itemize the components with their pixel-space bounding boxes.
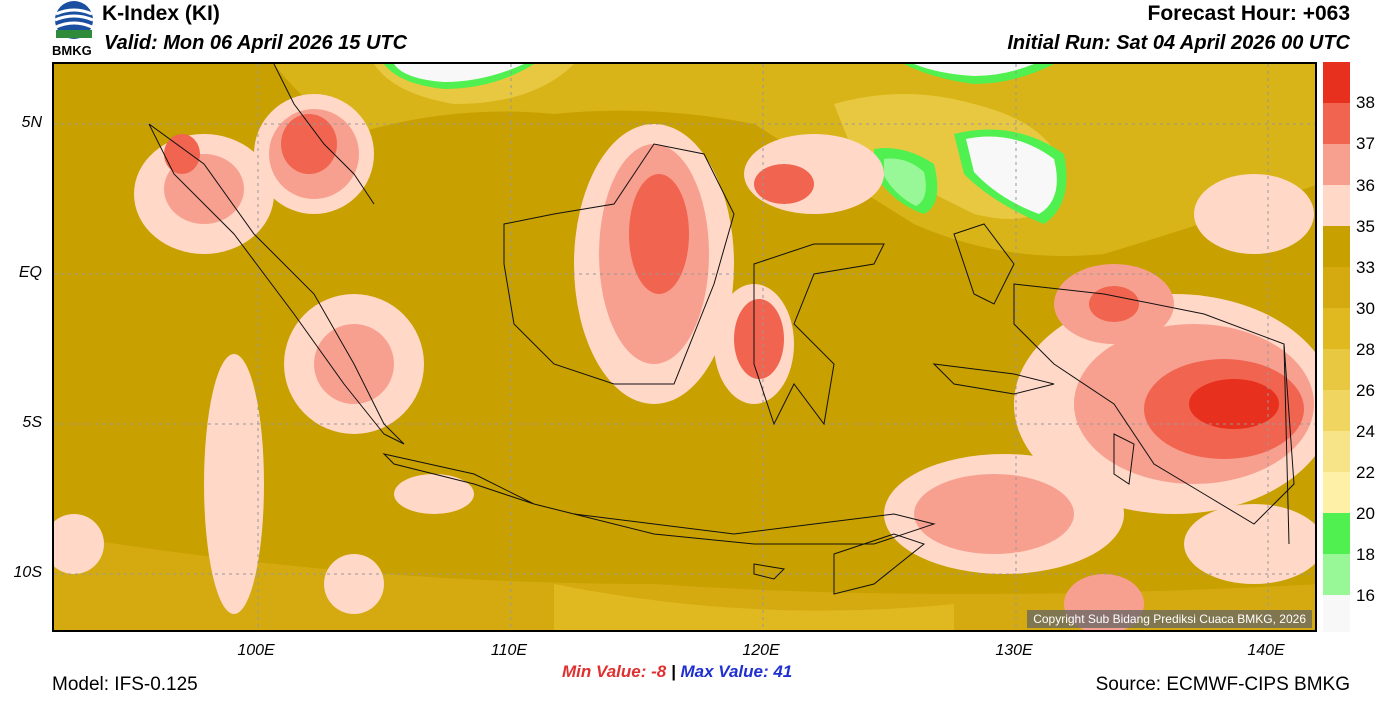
lat-label-5n: 5N xyxy=(21,114,42,131)
source-label: Source: ECMWF-CIPS BMKG xyxy=(1095,674,1350,695)
colorbar-swatch xyxy=(1323,554,1350,595)
colorbar-label: 36 xyxy=(1356,176,1375,195)
colorbar-swatch xyxy=(1323,308,1350,349)
colorbar-label: 28 xyxy=(1356,340,1375,359)
colorbar-label: 30 xyxy=(1356,299,1375,318)
colorbar-swatch xyxy=(1323,267,1350,308)
forecast-hour: Forecast Hour: +063 xyxy=(1147,2,1351,25)
lon-label-100e: 100E xyxy=(237,642,275,659)
lon-label-140e: 140E xyxy=(1247,642,1285,659)
colorbar-swatch xyxy=(1323,144,1350,185)
value-separator: | xyxy=(670,662,676,681)
max-value: Max Value: 41 xyxy=(680,662,793,681)
colorbar-label: 33 xyxy=(1356,258,1375,277)
colorbar-swatch xyxy=(1323,349,1350,390)
map-field xyxy=(54,64,1315,630)
bmkg-logo: BMKG xyxy=(50,0,102,62)
logo-text: BMKG xyxy=(52,43,92,58)
model-label: Model: IFS-0.125 xyxy=(52,674,198,695)
colorbar xyxy=(1323,62,1350,632)
min-value: Min Value: -8 xyxy=(562,662,667,681)
colorbar-swatch xyxy=(1323,185,1350,226)
colorbar-label: 37 xyxy=(1356,134,1375,153)
lat-label-5s: 5S xyxy=(22,414,42,431)
colorbar-swatch xyxy=(1323,62,1350,103)
colorbar-swatch xyxy=(1323,226,1350,267)
valid-time: Valid: Mon 06 April 2026 15 UTC xyxy=(104,32,408,54)
initial-run: Initial Run: Sat 04 April 2026 00 UTC xyxy=(1007,32,1350,54)
lat-label-10s: 10S xyxy=(13,564,42,581)
copyright-notice: Copyright Sub Bidang Prediksi Cuaca BMKG… xyxy=(1027,610,1312,628)
lon-label-130e: 130E xyxy=(995,642,1033,659)
colorbar-swatch xyxy=(1323,595,1350,632)
colorbar-swatch xyxy=(1323,390,1350,431)
colorbar-label: 26 xyxy=(1356,381,1375,400)
colorbar-label: 24 xyxy=(1356,422,1375,441)
colorbar-label: 18 xyxy=(1356,545,1375,564)
chart-title: K-Index (KI) xyxy=(102,2,220,25)
colorbar-swatch xyxy=(1323,472,1350,513)
k-index-map: Copyright Sub Bidang Prediksi Cuaca BMKG… xyxy=(52,62,1317,632)
colorbar-label: 20 xyxy=(1356,504,1375,523)
colorbar-swatch xyxy=(1323,431,1350,472)
colorbar-label: 16 xyxy=(1356,586,1375,605)
colorbar-label: 38 xyxy=(1356,93,1375,112)
colorbar-label: 35 xyxy=(1356,217,1375,236)
lat-label-eq: EQ xyxy=(18,264,42,281)
colorbar-label: 22 xyxy=(1356,463,1375,482)
min-max-values: Min Value: -8 | Max Value: 41 xyxy=(562,662,792,682)
lon-label-120e: 120E xyxy=(742,642,780,659)
lon-label-110e: 110E xyxy=(490,642,528,659)
colorbar-swatch xyxy=(1323,513,1350,554)
colorbar-swatch xyxy=(1323,103,1350,144)
